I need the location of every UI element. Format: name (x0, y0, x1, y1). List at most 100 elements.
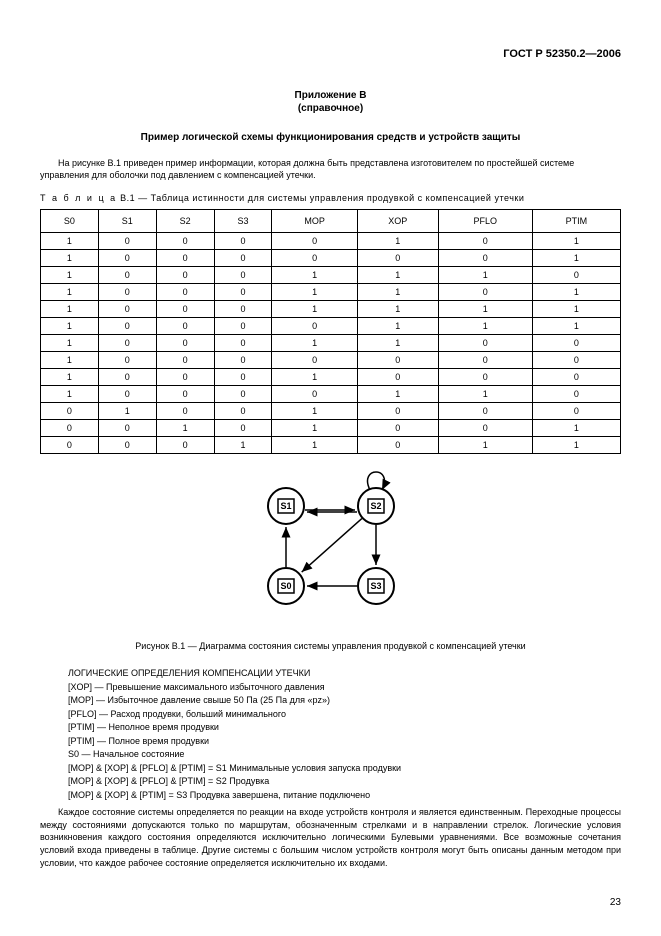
table-cell: 0 (272, 386, 357, 403)
table-cell: 1 (357, 335, 438, 352)
table-cell: 1 (357, 284, 438, 301)
table-cell: 0 (438, 335, 532, 352)
table-header: XOP (357, 210, 438, 233)
table-cell: 1 (272, 420, 357, 437)
table-cell: 0 (272, 233, 357, 250)
intro-text: На рисунке В.1 приведен пример информаци… (40, 157, 621, 181)
definitions-block: ЛОГИЧЕСКИЕ ОПРЕДЕЛЕНИЯ КОМПЕНСАЦИИ УТЕЧК… (68, 667, 621, 802)
table-cell: 1 (272, 284, 357, 301)
table-cell: 0 (98, 233, 156, 250)
table-cell: 0 (357, 437, 438, 454)
table-cell: 1 (357, 267, 438, 284)
document-id: ГОСТ Р 52350.2—2006 (40, 48, 621, 60)
table-caption-prefix: Т а б л и ц а (40, 193, 117, 203)
table-cell: 1 (41, 318, 99, 335)
table-cell: 0 (98, 284, 156, 301)
table-cell: 0 (98, 335, 156, 352)
table-cell: 1 (532, 437, 620, 454)
table-cell: 1 (438, 386, 532, 403)
state-diagram: S1S2S0S3 (40, 466, 621, 631)
table-cell: 0 (156, 284, 214, 301)
table-cell: 0 (532, 403, 620, 420)
table-cell: 0 (272, 352, 357, 369)
table-cell: 1 (272, 335, 357, 352)
table-cell: 0 (438, 369, 532, 386)
table-cell: 0 (214, 250, 272, 267)
table-cell: 0 (214, 369, 272, 386)
table-header: MOP (272, 210, 357, 233)
table-cell: 1 (41, 267, 99, 284)
table-cell: 1 (98, 403, 156, 420)
table-cell: 1 (41, 369, 99, 386)
table-cell: 0 (438, 403, 532, 420)
table-cell: 0 (357, 250, 438, 267)
table-cell: 0 (156, 318, 214, 335)
table-caption: Т а б л и ц а В.1 — Таблица истинности д… (40, 193, 621, 203)
table-cell: 0 (214, 267, 272, 284)
table-row: 10001100 (41, 335, 621, 352)
table-cell: 0 (532, 335, 620, 352)
page-title: Пример логической схемы функционирования… (40, 132, 621, 143)
table-cell: 1 (41, 284, 99, 301)
table-cell: 0 (98, 386, 156, 403)
table-cell: 1 (532, 420, 620, 437)
table-header: S0 (41, 210, 99, 233)
table-cell: 0 (272, 250, 357, 267)
table-row: 10001111 (41, 301, 621, 318)
table-header: S3 (214, 210, 272, 233)
definition-line: S0 — Начальное состояние (68, 748, 621, 762)
table-cell: 0 (532, 352, 620, 369)
table-cell: 0 (214, 403, 272, 420)
table-cell: 1 (438, 301, 532, 318)
table-row: 00101001 (41, 420, 621, 437)
defs-title: ЛОГИЧЕСКИЕ ОПРЕДЕЛЕНИЯ КОМПЕНСАЦИИ УТЕЧК… (68, 667, 621, 681)
definition-line: [PTIM] — Неполное время продувки (68, 721, 621, 735)
table-cell: 1 (41, 352, 99, 369)
table-cell: 0 (156, 267, 214, 284)
table-cell: 1 (272, 301, 357, 318)
table-cell: 0 (98, 369, 156, 386)
table-cell: 1 (41, 301, 99, 318)
table-cell: 0 (156, 335, 214, 352)
table-cell: 1 (357, 318, 438, 335)
table-cell: 0 (272, 318, 357, 335)
table-cell: 0 (214, 301, 272, 318)
table-cell: 1 (357, 233, 438, 250)
table-cell: 0 (357, 352, 438, 369)
table-cell: 0 (438, 233, 532, 250)
table-cell: 1 (532, 301, 620, 318)
table-cell: 1 (532, 233, 620, 250)
table-cell: 0 (98, 301, 156, 318)
table-cell: 1 (532, 318, 620, 335)
table-cell: 0 (98, 267, 156, 284)
table-cell: 0 (156, 352, 214, 369)
table-row: 10000000 (41, 352, 621, 369)
table-row: 00011011 (41, 437, 621, 454)
svg-text:S1: S1 (280, 501, 291, 511)
table-cell: 0 (357, 420, 438, 437)
definition-line: [MOP] & [XOP] & [PFLO] & [PTIM] = S1 Мин… (68, 762, 621, 776)
table-row: 10000101 (41, 233, 621, 250)
table-cell: 0 (438, 352, 532, 369)
table-row: 10000110 (41, 386, 621, 403)
table-cell: 1 (156, 420, 214, 437)
table-row: 10000001 (41, 250, 621, 267)
table-cell: 0 (98, 318, 156, 335)
svg-text:S3: S3 (370, 581, 381, 591)
table-cell: 0 (156, 386, 214, 403)
table-cell: 0 (98, 420, 156, 437)
figure-caption: Рисунок В.1 — Диаграмма состояния систем… (40, 641, 621, 651)
table-cell: 0 (156, 233, 214, 250)
table-header: PTIM (532, 210, 620, 233)
table-cell: 1 (214, 437, 272, 454)
table-cell: 0 (41, 403, 99, 420)
definition-line: [MOP] & [XOP] & [PTIM] = S3 Продувка зав… (68, 789, 621, 803)
table-cell: 1 (357, 301, 438, 318)
table-cell: 1 (532, 284, 620, 301)
table-cell: 1 (438, 318, 532, 335)
table-cell: 0 (532, 267, 620, 284)
table-cell: 0 (98, 250, 156, 267)
table-cell: 0 (214, 335, 272, 352)
table-cell: 0 (214, 420, 272, 437)
truth-table: S0S1S2S3MOPXOPPFLOPTIM 10000101100000011… (40, 209, 621, 454)
